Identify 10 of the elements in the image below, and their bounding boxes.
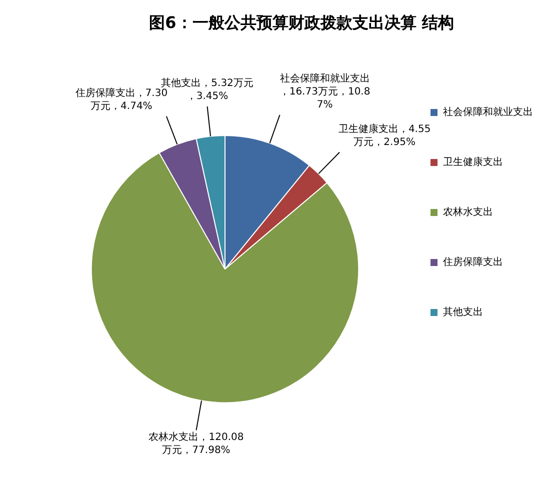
data-label: 住房保障支出，7.30万元，4.74% xyxy=(75,86,168,112)
legend-label: 农林水支出 xyxy=(443,206,493,218)
legend-label: 其他支出 xyxy=(443,306,483,318)
data-label: 卫生健康支出，4.55万元，2.95% xyxy=(338,122,431,148)
legend-label: 住房保障支出 xyxy=(443,256,503,268)
data-label: 社会保障和就业支出，16.73万元，10.87% xyxy=(279,72,370,110)
legend-label: 社会保障和就业支出 xyxy=(443,106,533,118)
legend-label: 卫生健康支出 xyxy=(443,156,503,168)
data-label: 农林水支出，120.08万元，77.98% xyxy=(148,430,244,456)
chart-title: 图6：一般公共预算财政拨款支出决算 结构 xyxy=(149,12,454,32)
